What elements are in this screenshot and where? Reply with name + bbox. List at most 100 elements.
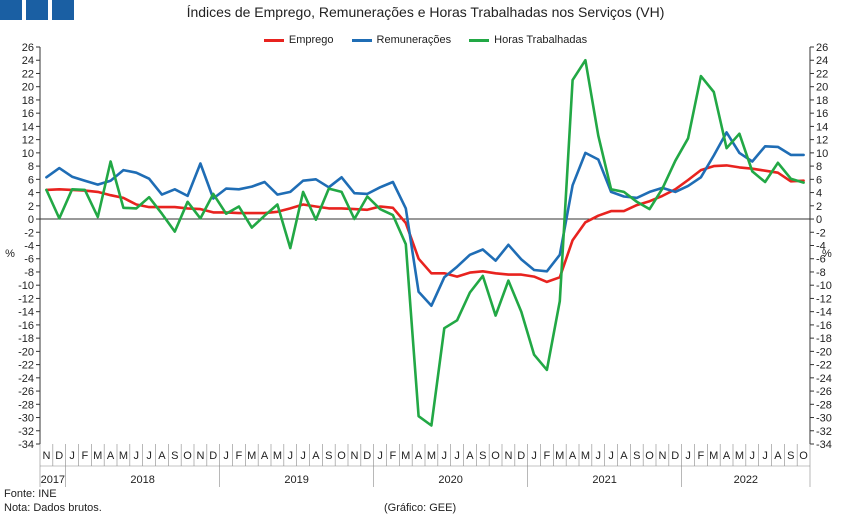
y-tick-label-left: 12 — [22, 135, 34, 147]
y-tick-label-right: 6 — [816, 174, 822, 186]
legend-item-remuneracoes: Remunerações — [351, 34, 451, 46]
x-tick-label: S — [171, 450, 178, 462]
y-tick-label-right: -2 — [816, 227, 826, 239]
x-tick-label: M — [273, 450, 282, 462]
x-tick-label: M — [93, 450, 102, 462]
y-tick-label-left: -16 — [18, 320, 34, 332]
x-tick-label: O — [645, 450, 654, 462]
y-tick-label-left: -14 — [18, 307, 34, 319]
y-axis-label-left: % — [5, 248, 15, 260]
x-tick-label: A — [466, 450, 474, 462]
x-tick-label: M — [427, 450, 436, 462]
x-tick-label: J — [377, 450, 383, 462]
x-tick-label: N — [350, 450, 358, 462]
x-tick-label: D — [209, 450, 217, 462]
logo-square — [26, 0, 48, 20]
x-tick-label: J — [69, 450, 75, 462]
y-tick-label-right: -32 — [816, 426, 832, 438]
year-label: 2018 — [130, 474, 154, 486]
x-tick-label: J — [288, 450, 294, 462]
y-tick-label-right: 22 — [816, 68, 828, 80]
x-tick-label: F — [544, 450, 551, 462]
x-tick-label: A — [415, 450, 423, 462]
x-tick-label: D — [55, 450, 63, 462]
legend-label: Emprego — [288, 34, 334, 46]
y-tick-label-right: 8 — [816, 161, 822, 173]
y-tick-label-left: 10 — [22, 148, 34, 160]
x-tick-label: M — [119, 450, 128, 462]
x-tick-label: S — [787, 450, 794, 462]
y-tick-label-left: -2 — [24, 227, 34, 239]
x-tick-label: A — [312, 450, 320, 462]
x-tick-label: M — [401, 450, 410, 462]
x-tick-label: J — [750, 450, 756, 462]
series-line-horas-trabalhadas — [45, 58, 805, 427]
y-tick-label-left: -4 — [24, 241, 34, 253]
y-tick-label-left: 4 — [28, 188, 34, 200]
x-tick-label: M — [581, 450, 590, 462]
year-label: 2021 — [592, 474, 616, 486]
y-tick-label-right: 2 — [816, 201, 822, 213]
x-tick-label: S — [479, 450, 486, 462]
x-tick-label: F — [698, 450, 705, 462]
y-tick-label-left: 0 — [28, 214, 34, 226]
legend-swatch — [263, 38, 284, 42]
y-tick-label-left: -26 — [18, 386, 34, 398]
y-tick-label-left: 22 — [22, 68, 34, 80]
y-tick-label-left: 6 — [28, 174, 34, 186]
legend: Emprego Remunerações Horas Trabalhadas — [0, 34, 851, 46]
x-tick-label: O — [799, 450, 808, 462]
x-tick-label: D — [517, 450, 525, 462]
y-tick-label-right: -22 — [816, 360, 832, 372]
y-tick-label-right: -24 — [816, 373, 832, 385]
y-tick-label-left: 20 — [22, 82, 34, 94]
y-tick-label-right: -4 — [816, 241, 826, 253]
x-tick-label: F — [236, 450, 243, 462]
y-tick-label-right: -14 — [816, 307, 832, 319]
x-tick-label: J — [146, 450, 152, 462]
data-note: Nota: Dados brutos. — [4, 502, 102, 514]
x-tick-label: S — [325, 450, 332, 462]
y-tick-label-right: 10 — [816, 148, 828, 160]
x-tick-label: N — [196, 450, 204, 462]
y-tick-label-right: -28 — [816, 399, 832, 411]
x-tick-label: O — [337, 450, 346, 462]
y-tick-label-left: 24 — [22, 55, 34, 67]
series-line-remunerações — [45, 131, 805, 308]
y-tick-label-left: -8 — [24, 267, 34, 279]
x-tick-label: A — [569, 450, 577, 462]
y-tick-label-left: 14 — [22, 121, 34, 133]
legend-label: Horas Trabalhadas — [494, 34, 588, 46]
year-label: 2019 — [284, 474, 308, 486]
y-tick-label-right: -12 — [816, 293, 832, 305]
legend-swatch — [469, 38, 490, 42]
y-tick-label-left: -18 — [18, 333, 34, 345]
x-tick-label: D — [671, 450, 679, 462]
y-tick-label-right: -34 — [816, 439, 832, 451]
x-tick-label: D — [363, 450, 371, 462]
y-tick-label-right: 26 — [816, 42, 828, 54]
x-tick-label: J — [223, 450, 229, 462]
legend-swatch — [351, 38, 372, 42]
y-tick-label-right: -16 — [816, 320, 832, 332]
x-tick-label: M — [735, 450, 744, 462]
y-axis-label-right: % — [822, 248, 832, 260]
x-tick-label: A — [774, 450, 782, 462]
x-tick-label: J — [442, 450, 448, 462]
y-tick-label-right: -10 — [816, 280, 832, 292]
x-tick-label: J — [454, 450, 460, 462]
x-tick-label: J — [762, 450, 768, 462]
x-tick-label: A — [620, 450, 628, 462]
x-tick-label: A — [723, 450, 731, 462]
logo-square — [0, 0, 22, 20]
y-tick-label-left: 26 — [22, 42, 34, 54]
y-tick-label-left: -22 — [18, 360, 34, 372]
legend-item-emprego: Emprego — [263, 34, 334, 46]
x-tick-label: A — [107, 450, 115, 462]
x-tick-label: O — [491, 450, 500, 462]
y-tick-label-left: -6 — [24, 254, 34, 266]
year-label: 2020 — [438, 474, 462, 486]
x-tick-label: J — [531, 450, 537, 462]
y-tick-label-right: -8 — [816, 267, 826, 279]
x-tick-label: A — [261, 450, 269, 462]
